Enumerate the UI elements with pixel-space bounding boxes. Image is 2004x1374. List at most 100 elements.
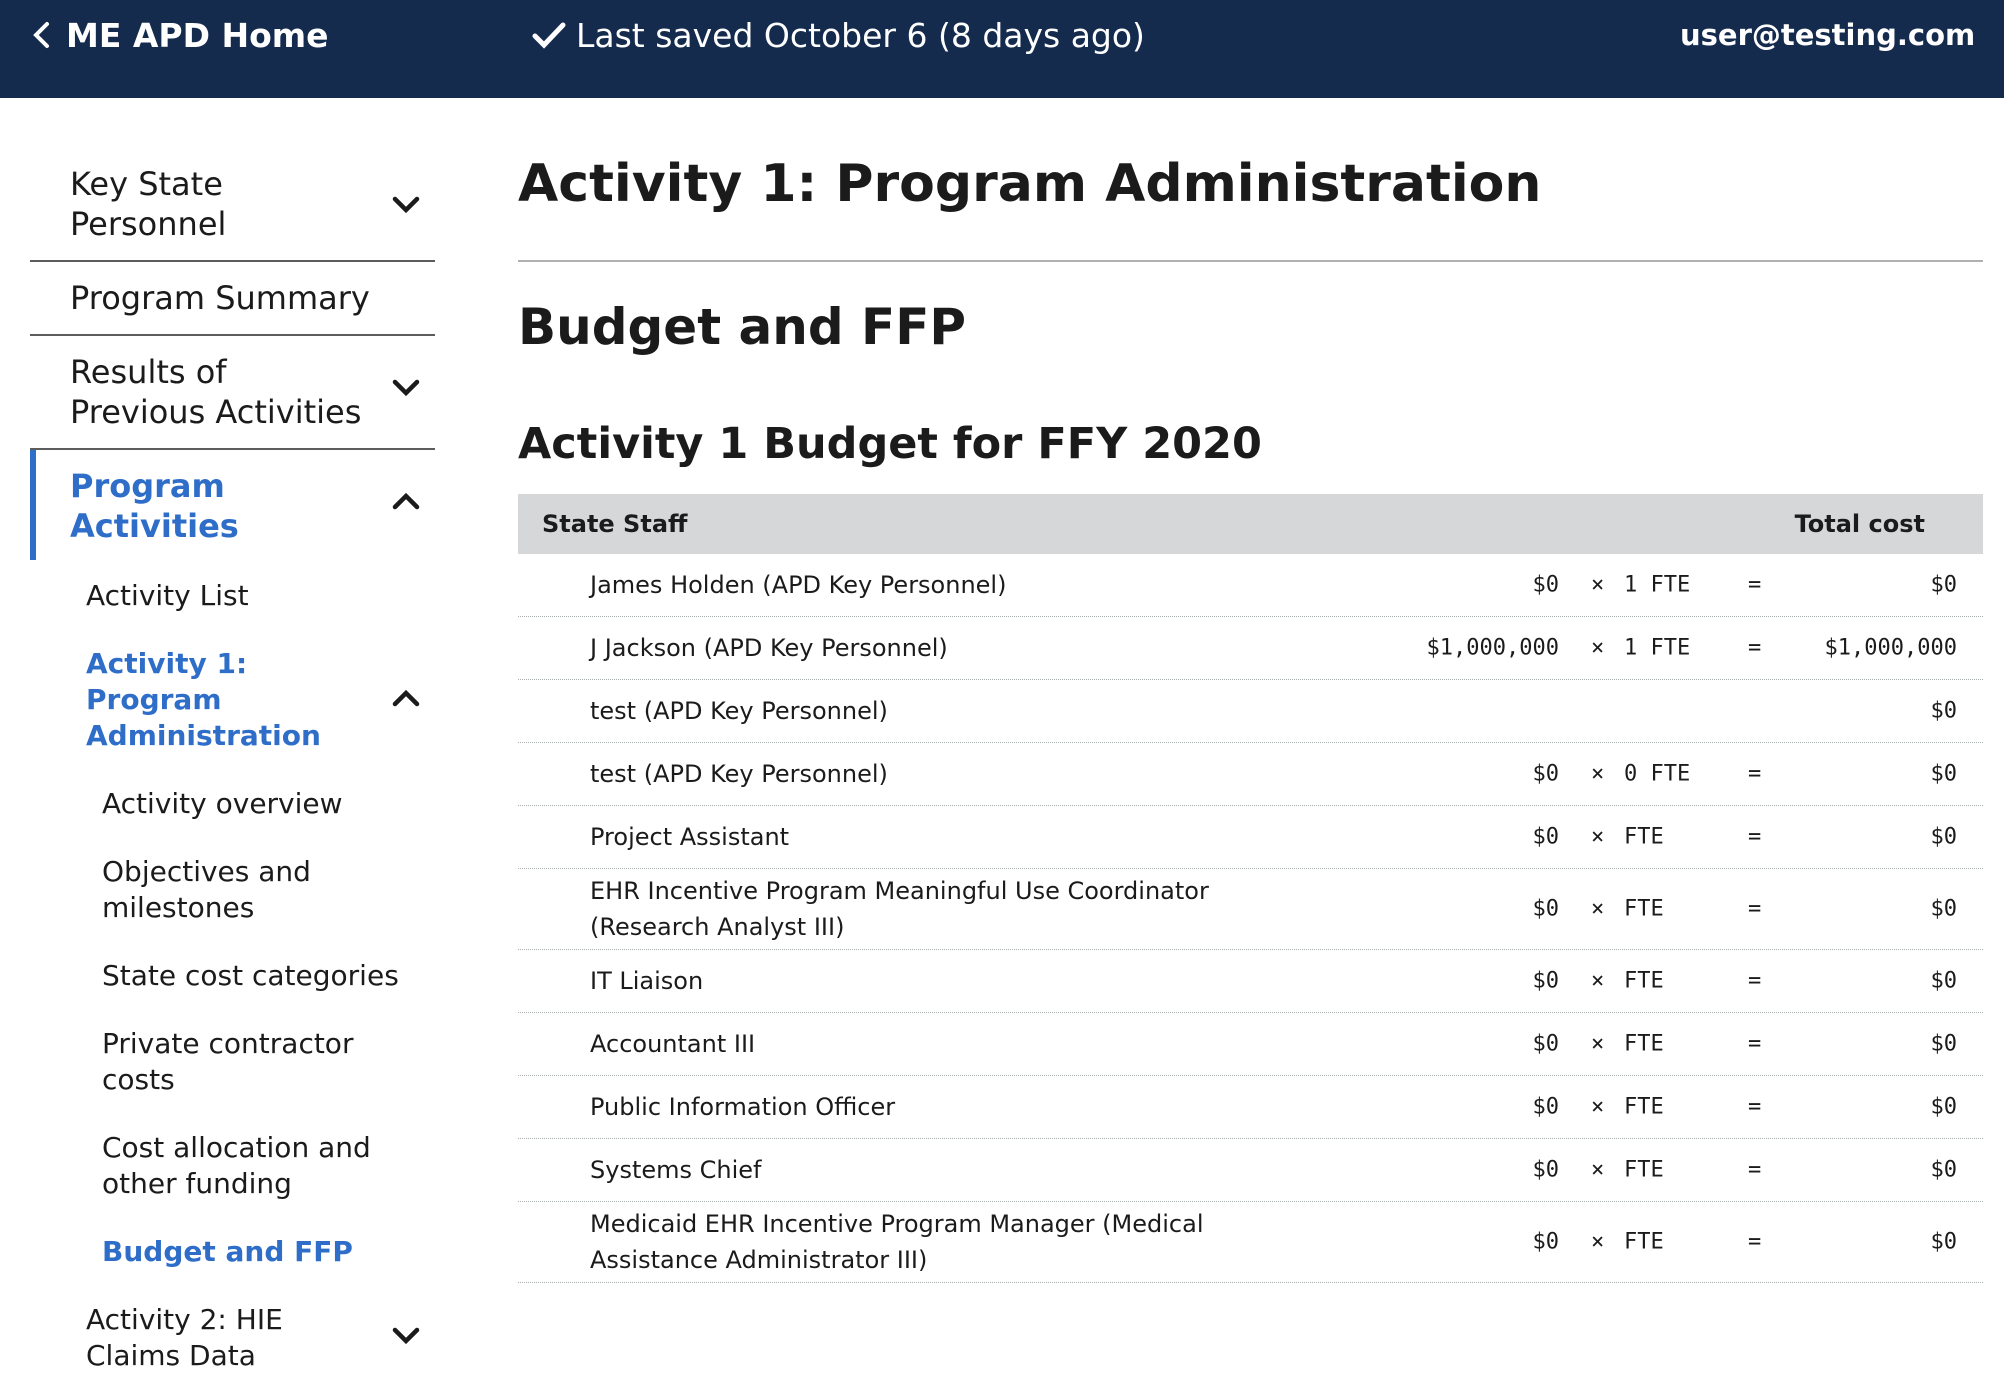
staff-cost: $0 (1532, 1031, 1560, 1057)
times-symbol: × (1591, 824, 1605, 850)
sidebar-item-state-cost-categories[interactable]: State cost categories (30, 958, 435, 994)
staff-total: $0 (1930, 824, 1958, 850)
staff-cost: $0 (1532, 1094, 1560, 1120)
chevron-up-icon[interactable] (391, 688, 421, 708)
equals-symbol: = (1748, 1094, 1762, 1120)
sidebar-item-activity-list[interactable]: Activity List (30, 578, 435, 614)
sidebar-item-activity-overview[interactable]: Activity overview (30, 786, 435, 822)
table-row: IT Liaison $0 × FTE = $0 (518, 950, 1983, 1013)
staff-total: $0 (1930, 572, 1958, 598)
equals-symbol: = (1748, 968, 1762, 994)
budget-title: Activity 1 Budget for FFY 2020 (518, 419, 1262, 469)
times-symbol: × (1591, 1229, 1605, 1255)
save-status: Last saved October 6 (8 days ago) (532, 14, 1145, 56)
sidebar-item-cost-allocation[interactable]: Cost allocation and other funding (30, 1130, 435, 1202)
sidebar-item-private-contractor-costs[interactable]: Private contractor costs (30, 1026, 435, 1098)
sidebar-item-activity-2[interactable]: Activity 2: HIE Claims Data (30, 1302, 435, 1374)
table-row: EHR Incentive Program Meaningful Use Coo… (518, 869, 1983, 950)
times-symbol: × (1591, 1031, 1605, 1057)
staff-fte: FTE (1624, 896, 1664, 922)
staff-name: Accountant III (590, 1030, 756, 1058)
checkmark-icon (532, 22, 566, 49)
staff-total: $0 (1930, 1157, 1958, 1183)
sidebar-item-key-state-personnel[interactable]: Key State Personnel (30, 158, 435, 262)
staff-cost: $0 (1532, 824, 1560, 850)
staff-cost: $0 (1532, 1229, 1560, 1255)
equals-symbol: = (1748, 1229, 1762, 1255)
sidebar-item-label: Objectives and milestones (102, 855, 311, 924)
sidebar-item-objectives-milestones[interactable]: Objectives and milestones (30, 854, 435, 926)
section-title: Budget and FFP (518, 298, 966, 356)
staff-name: IT Liaison (590, 967, 704, 995)
staff-name: Public Information Officer (590, 1093, 896, 1121)
divider (518, 260, 1983, 262)
staff-cost: $0 (1532, 1157, 1560, 1183)
sidebar-item-label: Results of Previous Activities (70, 353, 362, 431)
times-symbol: × (1591, 761, 1605, 787)
table-row: J Jackson (APD Key Personnel) $1,000,000 ×… (518, 617, 1983, 680)
equals-symbol: = (1748, 896, 1762, 922)
sidebar-item-activity-1[interactable]: Activity 1: Program Administration (30, 646, 435, 754)
home-link[interactable]: ME APD Home (30, 14, 329, 56)
chevron-down-icon[interactable] (391, 1326, 421, 1346)
staff-name: J Jackson (APD Key Personnel) (590, 634, 948, 662)
table-row: James Holden (APD Key Personnel) $0 × 1 FTE… (518, 554, 1983, 617)
sidebar-item-program-activities[interactable]: Program Activities (30, 450, 435, 560)
column-header-total: Total cost (1794, 510, 1925, 538)
chevron-down-icon[interactable] (391, 378, 421, 398)
staff-total: $0 (1930, 698, 1958, 724)
staff-fte: FTE (1624, 824, 1664, 850)
chevron-left-icon (33, 22, 49, 48)
staff-fte: FTE (1624, 1229, 1664, 1255)
sidebar-item-label: Program Activities (70, 467, 239, 545)
staff-total: $0 (1930, 1229, 1958, 1255)
column-header-staff: State Staff (542, 510, 688, 538)
sidebar-item-budget-ffp[interactable]: Budget and FFP (30, 1234, 435, 1270)
times-symbol: × (1591, 896, 1605, 922)
equals-symbol: = (1748, 824, 1762, 850)
staff-cost: $0 (1532, 896, 1560, 922)
staff-fte: 0 FTE (1624, 761, 1691, 787)
staff-cost: $1,000,000 (1426, 635, 1559, 661)
times-symbol: × (1591, 1094, 1605, 1120)
staff-fte: FTE (1624, 968, 1664, 994)
staff-total: $0 (1930, 761, 1958, 787)
staff-name: test (APD Key Personnel) (590, 697, 888, 725)
sidebar-item-label: Activity 2: HIE Claims Data (86, 1303, 283, 1372)
sidebar-item-label: Program Summary (70, 279, 370, 317)
table-row: Medicaid EHR Incentive Program Manager (… (518, 1202, 1983, 1283)
sidebar-item-label: Key State Personnel (70, 165, 227, 243)
staff-total: $0 (1930, 968, 1958, 994)
page-title: Activity 1: Program Administration (518, 154, 1542, 214)
user-menu[interactable]: user@testing.com (1680, 14, 2004, 56)
sidebar-item-program-summary[interactable]: Program Summary (30, 262, 435, 336)
app-header: ME APD Home Last saved October 6 (8 days… (0, 0, 2004, 98)
staff-fte: 1 FTE (1624, 635, 1691, 661)
times-symbol: × (1591, 572, 1605, 598)
staff-total: $1,000,000 (1824, 635, 1957, 661)
table-row: Project Assistant $0 × FTE = $0 (518, 806, 1983, 869)
staff-total: $0 (1930, 896, 1958, 922)
times-symbol: × (1591, 635, 1605, 661)
equals-symbol: = (1748, 572, 1762, 598)
staff-cost: $0 (1532, 761, 1560, 787)
sidebar-item-results-previous-activities[interactable]: Results of Previous Activities (30, 336, 435, 450)
sidebar-item-label: Activity List (86, 579, 249, 612)
chevron-down-icon[interactable] (391, 195, 421, 215)
staff-fte: FTE (1624, 1031, 1664, 1057)
staff-cost: $0 (1532, 572, 1560, 598)
staff-cost: $0 (1532, 968, 1560, 994)
equals-symbol: = (1748, 635, 1762, 661)
sidebar-item-label: Activity 1: Program Administration (86, 647, 321, 752)
staff-fte: FTE (1624, 1094, 1664, 1120)
staff-name: Systems Chief (590, 1156, 762, 1184)
staff-name: James Holden (APD Key Personnel) (590, 571, 1007, 599)
state-staff-table: State Staff Total cost James Holden (APD… (518, 494, 1983, 1283)
user-email: user@testing.com (1680, 18, 1976, 52)
chevron-up-icon[interactable] (391, 491, 421, 511)
main-content: Activity 1: Program Administration Budge… (518, 150, 1983, 1283)
staff-name: Medicaid EHR Incentive Program Manager (… (590, 1210, 1204, 1274)
staff-total: $0 (1930, 1094, 1958, 1120)
equals-symbol: = (1748, 761, 1762, 787)
staff-name: Project Assistant (590, 823, 790, 851)
